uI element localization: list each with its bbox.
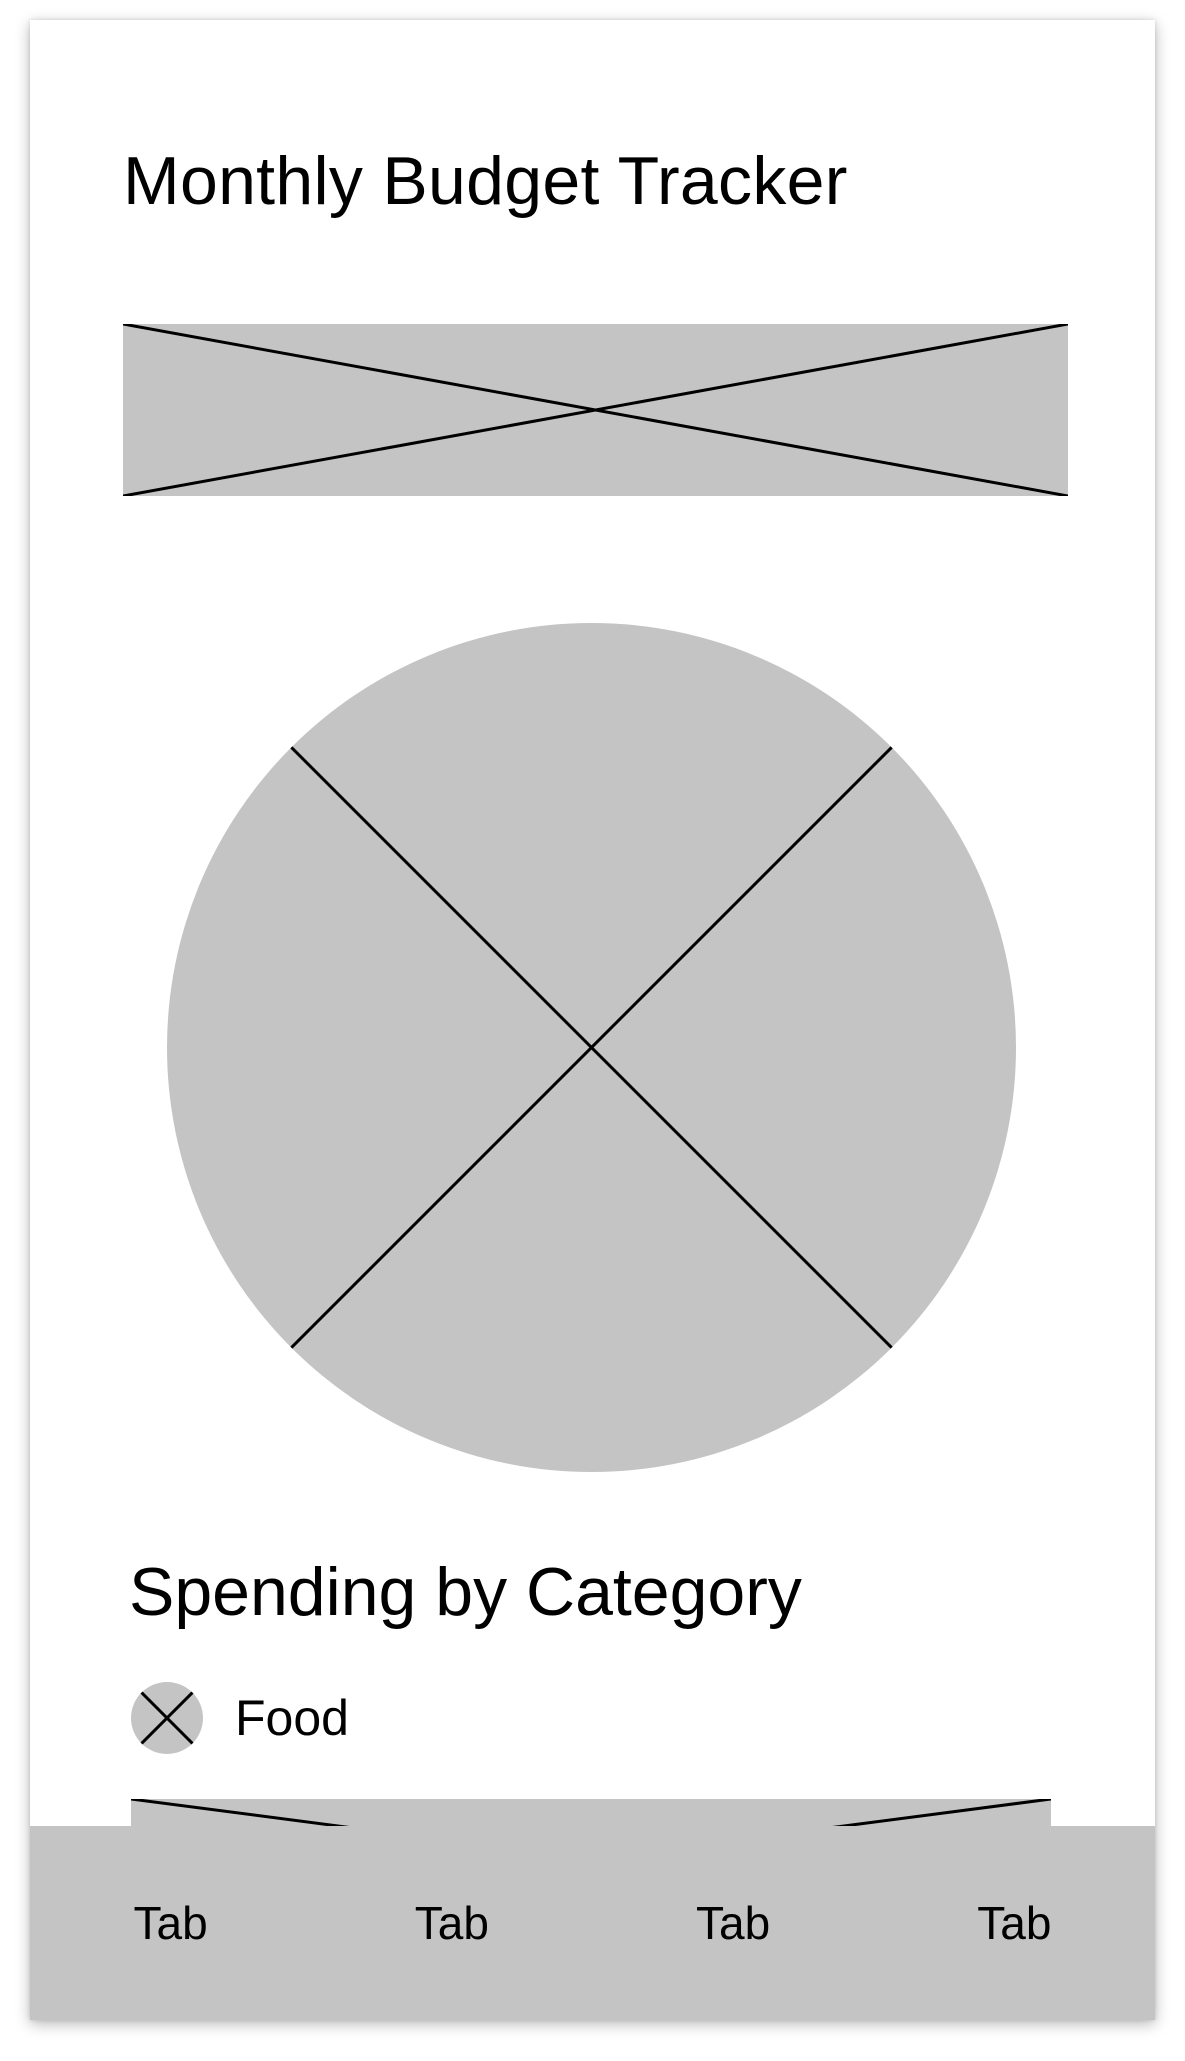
banner-image-placeholder	[123, 324, 1068, 496]
app-screen: Monthly Budget Tracker Spending by Categ…	[30, 20, 1155, 2020]
tab-3[interactable]: Tab	[696, 1897, 771, 1949]
image-placeholder-icon	[131, 1682, 203, 1754]
section-heading: Spending by Category	[129, 1554, 802, 1630]
page-title: Monthly Budget Tracker	[123, 143, 848, 219]
bottom-tab-bar: Tab Tab Tab Tab	[30, 1826, 1155, 2020]
tab-1[interactable]: Tab	[133, 1897, 208, 1949]
spending-chart-placeholder	[167, 623, 1016, 1472]
legend-item-food: Food	[131, 1682, 349, 1754]
tab-2[interactable]: Tab	[414, 1897, 489, 1949]
legend-label: Food	[235, 1690, 349, 1746]
tab-4[interactable]: Tab	[977, 1897, 1052, 1949]
